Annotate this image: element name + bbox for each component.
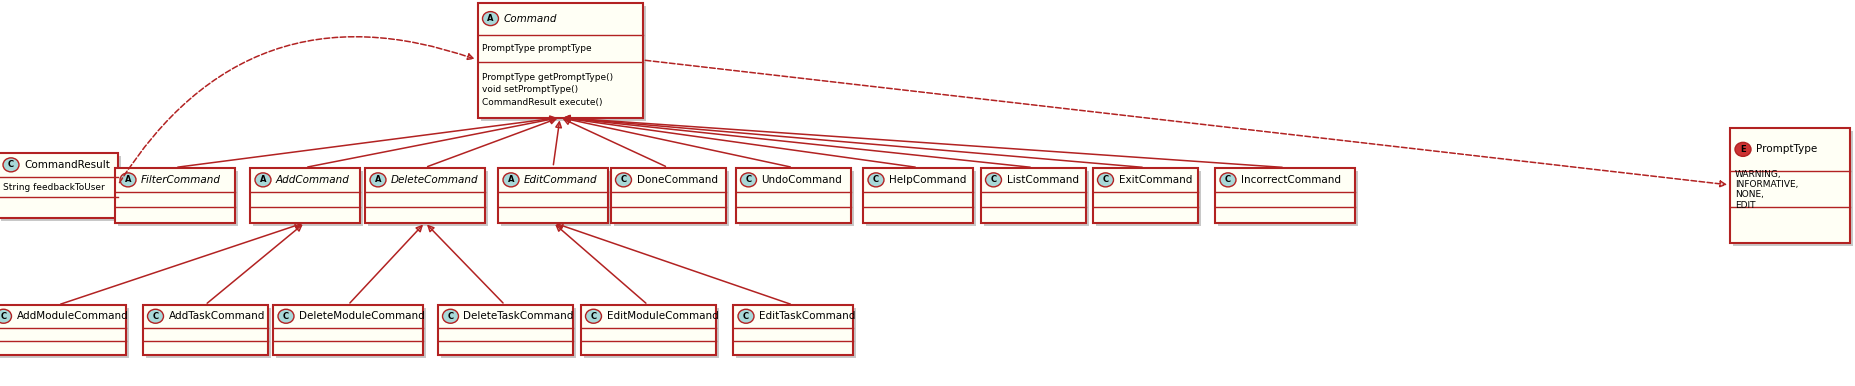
- Ellipse shape: [1734, 142, 1751, 156]
- Bar: [1215, 168, 1354, 222]
- Text: String feedbackToUser: String feedbackToUser: [4, 183, 104, 192]
- Text: A: A: [488, 14, 493, 23]
- Text: CommandResult: CommandResult: [24, 160, 109, 170]
- Text: C: C: [991, 175, 996, 185]
- Bar: [273, 305, 423, 355]
- Ellipse shape: [586, 309, 601, 323]
- Ellipse shape: [4, 158, 19, 172]
- Ellipse shape: [1098, 173, 1113, 187]
- Ellipse shape: [503, 173, 519, 187]
- Bar: [438, 305, 573, 355]
- Bar: [0, 305, 126, 355]
- Text: Command: Command: [503, 14, 556, 24]
- Bar: [733, 305, 853, 355]
- Text: C: C: [746, 175, 751, 185]
- Text: C: C: [0, 312, 7, 321]
- Ellipse shape: [278, 309, 293, 323]
- Bar: [2, 156, 121, 220]
- Bar: [983, 171, 1089, 225]
- Bar: [981, 168, 1085, 222]
- Text: C: C: [1102, 175, 1109, 185]
- Text: ListCommand: ListCommand: [1007, 175, 1078, 185]
- Text: DeleteCommand: DeleteCommand: [391, 175, 479, 185]
- Text: IncorrectCommand: IncorrectCommand: [1241, 175, 1341, 185]
- Bar: [252, 171, 364, 225]
- Bar: [0, 152, 119, 217]
- Bar: [367, 171, 488, 225]
- Text: C: C: [874, 175, 879, 185]
- Bar: [1093, 168, 1198, 222]
- Text: WARNING,
INFORMATIVE,
NONE,
EDIT: WARNING, INFORMATIVE, NONE, EDIT: [1734, 169, 1797, 210]
- Bar: [477, 2, 642, 117]
- Bar: [863, 168, 974, 222]
- Ellipse shape: [443, 309, 458, 323]
- Bar: [365, 168, 484, 222]
- Ellipse shape: [738, 309, 753, 323]
- Bar: [440, 308, 575, 358]
- Bar: [1731, 127, 1849, 242]
- Bar: [143, 305, 267, 355]
- Ellipse shape: [740, 173, 757, 187]
- Bar: [145, 308, 271, 358]
- Ellipse shape: [868, 173, 885, 187]
- Text: C: C: [744, 312, 749, 321]
- Bar: [736, 308, 855, 358]
- Bar: [1733, 130, 1853, 245]
- Text: C: C: [1224, 175, 1232, 185]
- Text: AddCommand: AddCommand: [276, 175, 351, 185]
- Text: DeleteModuleCommand: DeleteModuleCommand: [299, 311, 425, 321]
- Bar: [497, 168, 608, 222]
- Text: PromptType promptType: PromptType promptType: [482, 44, 592, 53]
- Text: DoneCommand: DoneCommand: [636, 175, 718, 185]
- Text: EditTaskCommand: EditTaskCommand: [759, 311, 855, 321]
- Text: A: A: [124, 175, 132, 185]
- Bar: [738, 171, 853, 225]
- Ellipse shape: [121, 173, 135, 187]
- Bar: [1096, 171, 1200, 225]
- Text: EditModuleCommand: EditModuleCommand: [607, 311, 718, 321]
- Bar: [480, 5, 646, 120]
- Ellipse shape: [254, 173, 271, 187]
- Ellipse shape: [0, 309, 11, 323]
- Bar: [584, 308, 718, 358]
- Text: AddTaskCommand: AddTaskCommand: [169, 311, 265, 321]
- Ellipse shape: [1221, 173, 1235, 187]
- Text: UndoCommand: UndoCommand: [762, 175, 842, 185]
- Text: EditCommand: EditCommand: [523, 175, 597, 185]
- Bar: [250, 168, 360, 222]
- Ellipse shape: [985, 173, 1002, 187]
- Ellipse shape: [148, 309, 163, 323]
- Text: ExitCommand: ExitCommand: [1119, 175, 1193, 185]
- Bar: [115, 168, 236, 222]
- Text: A: A: [375, 175, 382, 185]
- Bar: [614, 171, 729, 225]
- Text: C: C: [152, 312, 158, 321]
- Ellipse shape: [369, 173, 386, 187]
- Text: AddModuleCommand: AddModuleCommand: [17, 311, 128, 321]
- Bar: [501, 171, 610, 225]
- Bar: [610, 168, 725, 222]
- Text: C: C: [284, 312, 289, 321]
- Bar: [735, 168, 850, 222]
- Text: E: E: [1740, 145, 1746, 154]
- Text: C: C: [7, 160, 15, 169]
- Bar: [1219, 171, 1358, 225]
- Text: PromptType: PromptType: [1757, 144, 1818, 154]
- Bar: [276, 308, 427, 358]
- Text: HelpCommand: HelpCommand: [889, 175, 966, 185]
- Text: A: A: [508, 175, 514, 185]
- Text: FilterCommand: FilterCommand: [141, 175, 221, 185]
- Text: C: C: [447, 312, 454, 321]
- Text: C: C: [620, 175, 627, 185]
- Bar: [866, 171, 976, 225]
- Bar: [0, 308, 128, 358]
- Ellipse shape: [482, 12, 499, 25]
- Text: DeleteTaskCommand: DeleteTaskCommand: [464, 311, 573, 321]
- Text: PromptType getPromptType()
void setPromptType()
CommandResult execute(): PromptType getPromptType() void setPromp…: [482, 73, 614, 107]
- Bar: [581, 305, 716, 355]
- Ellipse shape: [616, 173, 631, 187]
- Text: A: A: [260, 175, 267, 185]
- Text: C: C: [590, 312, 597, 321]
- Bar: [119, 171, 237, 225]
